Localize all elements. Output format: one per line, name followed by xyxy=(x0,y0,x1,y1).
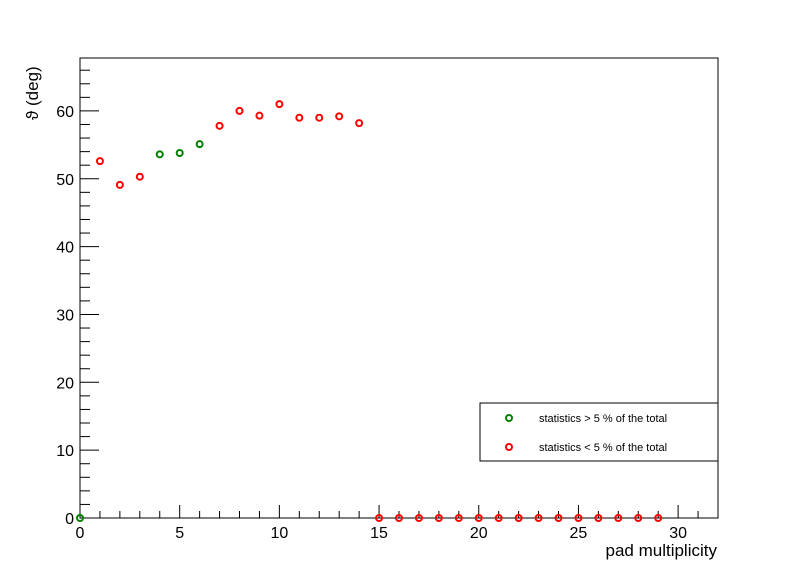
legend-marker xyxy=(505,414,513,422)
legend: statistics > 5 % of the total statistics … xyxy=(479,402,719,462)
x-tick-label: 10 xyxy=(270,525,288,542)
low-stat-point xyxy=(474,514,483,522)
low-stat-point xyxy=(574,514,583,522)
low-stat-point xyxy=(395,514,403,522)
low-stat-point xyxy=(434,514,443,522)
low-stat-point xyxy=(654,514,663,522)
y-axis-label: ϑ (deg) xyxy=(23,66,42,120)
high-stat-point xyxy=(195,140,204,149)
x-axis: 0 5 10 15 20 25 30 xyxy=(76,505,719,542)
low-stat-point xyxy=(135,172,144,181)
x-tick-label: 5 xyxy=(175,525,184,542)
high-stat-point xyxy=(175,148,184,157)
x-tick-label: 30 xyxy=(669,525,687,542)
low-stat-point xyxy=(215,121,224,130)
legend-box xyxy=(479,402,719,462)
x-tick-label: 20 xyxy=(470,525,488,542)
y-tick-label: 10 xyxy=(56,443,74,460)
low-stat-point xyxy=(315,113,324,122)
low-stat-point xyxy=(614,514,623,522)
legend-label: statistics < 5 % of the total xyxy=(539,442,667,454)
high-stat-point xyxy=(76,514,84,522)
x-tick-label: 0 xyxy=(76,525,85,542)
y-tick-label: 60 xyxy=(56,104,74,121)
y-tick-label: 30 xyxy=(56,307,74,324)
y-tick-label: 20 xyxy=(56,375,74,392)
legend-marker xyxy=(505,443,513,451)
low-stat-point xyxy=(454,514,463,522)
y-tick-label: 0 xyxy=(65,511,74,528)
low-stat-point xyxy=(275,100,284,109)
x-tick-label: 25 xyxy=(570,525,588,542)
low-stat-point xyxy=(375,514,384,522)
data-points xyxy=(76,100,663,522)
y-axis: 0 10 20 30 40 50 60 xyxy=(56,69,99,528)
low-stat-point xyxy=(554,514,563,522)
low-stat-point xyxy=(235,106,244,115)
high-stat-point xyxy=(155,150,164,159)
low-stat-point xyxy=(335,112,344,121)
y-tick-label: 40 xyxy=(56,240,74,257)
low-stat-point xyxy=(634,514,643,522)
low-stat-point xyxy=(514,514,523,522)
x-axis-label: pad multiplicity xyxy=(606,541,718,560)
low-stat-point xyxy=(95,157,104,166)
x-tick-label: 15 xyxy=(370,525,388,542)
low-stat-point xyxy=(534,514,543,522)
low-stat-point xyxy=(255,111,264,120)
low-stat-point xyxy=(115,180,124,189)
legend-label: statistics > 5 % of the total xyxy=(539,413,667,425)
low-stat-point xyxy=(414,514,423,522)
low-stat-point xyxy=(494,514,503,522)
low-stat-point xyxy=(594,514,603,522)
y-tick-label: 50 xyxy=(56,172,74,189)
low-stat-point xyxy=(355,119,364,128)
low-stat-point xyxy=(295,113,304,122)
